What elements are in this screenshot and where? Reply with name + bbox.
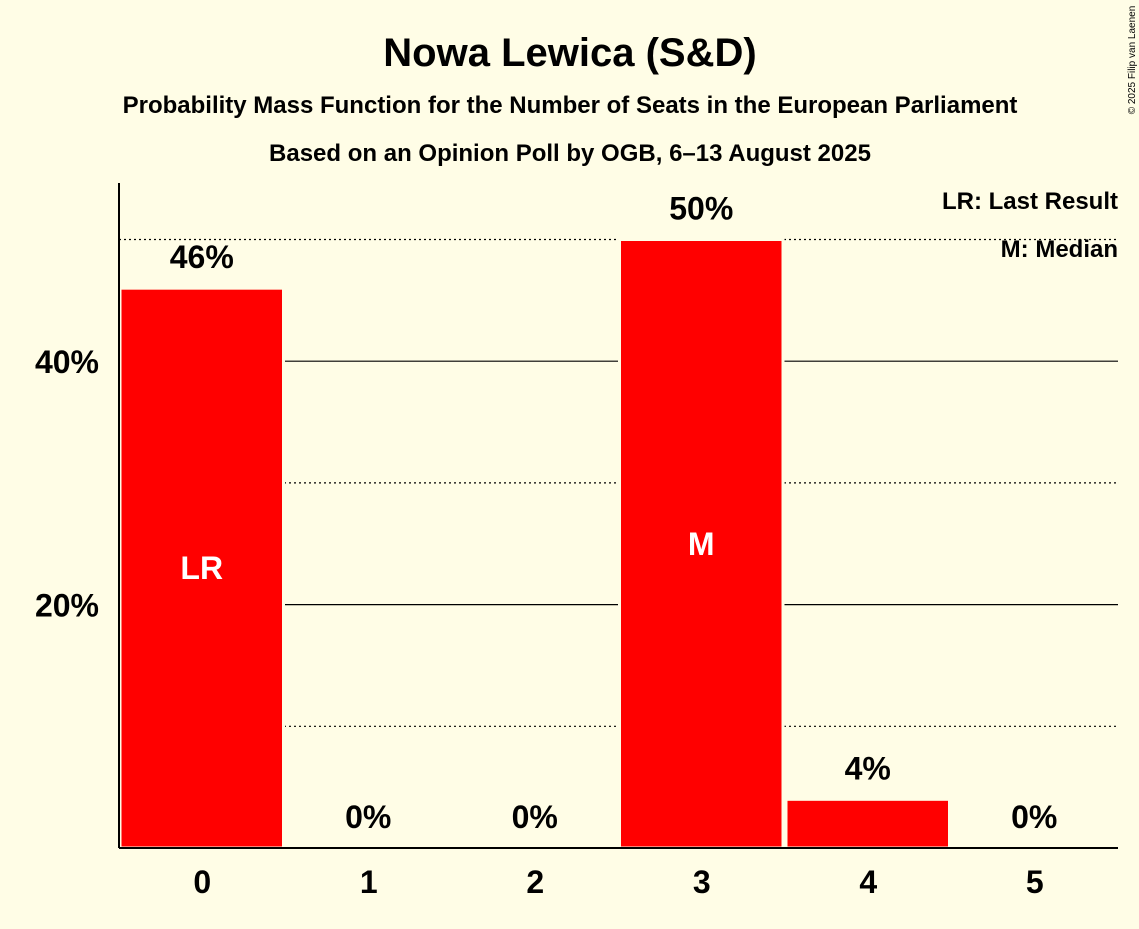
bars: [118, 238, 951, 850]
bar-marker-3: M: [688, 526, 715, 562]
bar-marker-0: LR: [180, 550, 223, 586]
x-tick-label-0: 0: [193, 864, 211, 900]
copyright-notice: © 2025 Filip van Laenen: [1127, 6, 1138, 115]
x-tick-label-4: 4: [859, 864, 877, 900]
value-label-5: 0%: [1011, 799, 1057, 835]
value-label-1: 0%: [345, 799, 391, 835]
value-label-2: 0%: [512, 799, 558, 835]
bar-0: [118, 286, 285, 850]
value-label-3: 50%: [669, 191, 733, 227]
chart-subtitle: Probability Mass Function for the Number…: [123, 92, 1018, 119]
y-tick-label-40%: 40%: [35, 344, 99, 380]
axes: [118, 183, 1118, 849]
legend-median: M: Median: [1001, 236, 1118, 263]
legend: LR: Last Result M: Median: [942, 188, 1118, 263]
x-tick-label-3: 3: [693, 864, 711, 900]
legend-last-result: LR: Last Result: [942, 188, 1118, 215]
value-label-0: 46%: [170, 239, 234, 275]
y-tick-label-20%: 20%: [35, 588, 99, 624]
bar-4: [784, 797, 951, 850]
chart-title: Nowa Lewica (S&D): [383, 31, 756, 75]
value-label-4: 4%: [845, 750, 891, 786]
x-tick-label-2: 2: [526, 864, 544, 900]
bar-3: [618, 238, 785, 850]
x-tick-label-5: 5: [1026, 864, 1044, 900]
x-tick-label-1: 1: [360, 864, 378, 900]
chart-subtitle-poll: Based on an Opinion Poll by OGB, 6–13 Au…: [269, 140, 871, 167]
